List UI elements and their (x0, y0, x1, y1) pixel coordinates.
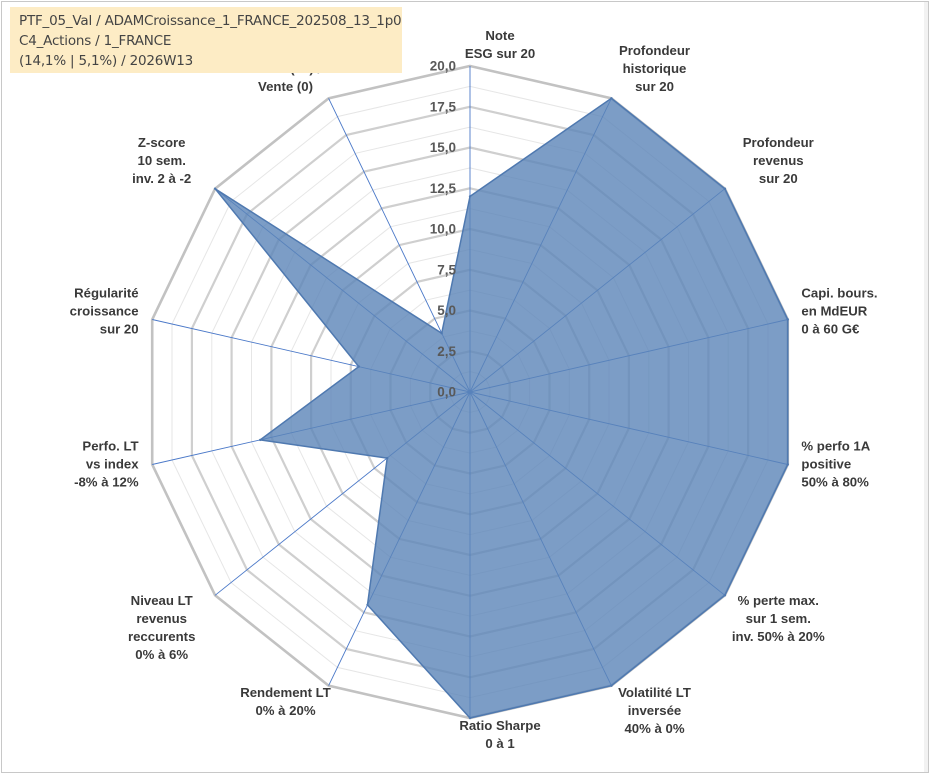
axis-label-line: inv. 2 à -2 (132, 171, 191, 186)
axis-label-line: inv. 50% à 20% (732, 629, 825, 644)
axis-label-line: Régularité (74, 286, 139, 301)
series-point (723, 187, 727, 190)
axis-label-line: % perfo 1A (801, 439, 870, 454)
axis-label-line: en MdEUR (801, 304, 867, 319)
axis-label-line: vs index (86, 457, 139, 472)
series-area (214, 97, 789, 719)
axis-label-line: Profondeur (743, 135, 814, 150)
series-point (440, 332, 443, 335)
axis-label-line: historique (623, 61, 687, 76)
series-point (386, 456, 389, 460)
axis-label-line: 0% à 20% (255, 703, 315, 718)
axis-label-line: Perfo. LT (82, 439, 138, 454)
series-point (259, 438, 262, 442)
series-point (468, 195, 472, 198)
axis-label-line: Vente (0) (258, 79, 313, 94)
tick-label: 20,0 (430, 59, 456, 74)
portfolio-category: C4_Actions / 1_FRANCE (19, 33, 172, 49)
tick-label: 0,0 (437, 385, 456, 400)
axis-label-line: sur 1 sem. (746, 611, 811, 626)
axis-label: Rendement LT 0% à 20% (240, 685, 331, 718)
axis-label-line: Z-score (138, 135, 186, 150)
tick-label: 12,5 (430, 181, 457, 196)
tick-label: 2,5 (437, 344, 456, 359)
axis-label-line: Ratio Sharpe (459, 718, 540, 733)
axis-label: Profondeur revenus sur 20 (743, 135, 814, 186)
axis-label-line: Note (485, 28, 514, 43)
axis-label-line: sur 20 (635, 79, 674, 94)
axis-labels: Note ESG sur 20 Profondeur historique sur 20… (70, 28, 878, 751)
axis-label: Z-score 10 sem. inv. 2 à -2 (132, 135, 191, 186)
portfolio-name: PTF_05_Val / ADAMCroissance_1_FRANCE_202… (19, 13, 402, 29)
portfolio-info-box: PTF_05_Val / ADAMCroissance_1_FRANCE_202… (10, 7, 402, 73)
axis-label-line: sur 20 (100, 322, 139, 337)
series-point (468, 716, 472, 720)
axis-label-line: 0% à 6% (135, 647, 188, 662)
axis-label: Niveau LT revenus reccurents 0% à 6% (128, 593, 195, 662)
axis-label: % perfo 1A positive 50% à 80% (801, 439, 870, 490)
series-point (366, 603, 369, 607)
axis-label-line: -8% à 12% (74, 475, 139, 490)
tick-label: 7,5 (437, 262, 456, 277)
axis-label-line: reccurents (128, 629, 195, 644)
tick-label: 15,0 (430, 140, 456, 155)
tick-label: 17,5 (430, 99, 457, 114)
tick-label: 5,0 (437, 303, 456, 318)
series-point (357, 365, 360, 368)
axis-label-line: Niveau LT (131, 593, 193, 608)
series-point (786, 318, 789, 321)
series-point (786, 463, 789, 466)
axis-label: Perfo. LT vs index -8% à 12% (74, 439, 139, 490)
axis-label-line: 0 à 60 G€ (801, 322, 860, 337)
tick-label: 10,0 (430, 222, 456, 237)
axis-label-line: 10 sem. (137, 153, 185, 168)
axis-label: Volatilité LT inversée 40% à 0% (618, 685, 691, 736)
axis-label: % perte max. sur 1 sem. inv. 50% à 20% (732, 593, 825, 644)
axis-label-line: 40% à 0% (624, 721, 684, 736)
axis-label-line: % perte max. (738, 593, 819, 608)
series-point (610, 97, 613, 100)
axis-label: Note ESG sur 20 (465, 28, 535, 61)
radial-tick-labels: 0,0 2,5 5,0 7,5 10,0 12,5 15,0 17,5 20,0 (430, 59, 457, 400)
axis-label: Capi. bours. en MdEUR 0 à 60 G€ (801, 286, 877, 337)
axis-label-line: revenus (753, 153, 804, 168)
axis-label-line: croissance (70, 304, 139, 319)
axis-label-line: Capi. bours. (801, 286, 877, 301)
series-point (723, 594, 727, 597)
axis-label: Profondeur historique sur 20 (619, 43, 690, 94)
axis-label-line: inversée (628, 703, 682, 718)
axis-label: Régularité croissance sur 20 (70, 286, 139, 337)
axis-label-line: 50% à 80% (801, 475, 869, 490)
portfolio-stats: (14,1% | 5,1%) / 2026W13 (19, 53, 194, 69)
axis-label-line: Volatilité LT (618, 685, 691, 700)
axis-label-line: ESG sur 20 (465, 46, 535, 61)
axis-label-line: 0 à 1 (485, 736, 514, 751)
axis-label-line: Profondeur (619, 43, 690, 58)
axis-label-line: positive (801, 457, 851, 472)
axis-label-line: revenus (136, 611, 187, 626)
series-point (610, 684, 613, 687)
radar-series (213, 97, 789, 720)
series-point (213, 187, 217, 190)
axis-label-line: Rendement LT (240, 685, 331, 700)
axis-label: Ratio Sharpe 0 à 1 (459, 718, 540, 751)
axis-label-line: sur 20 (759, 171, 798, 186)
frame-edge (924, 2, 928, 772)
